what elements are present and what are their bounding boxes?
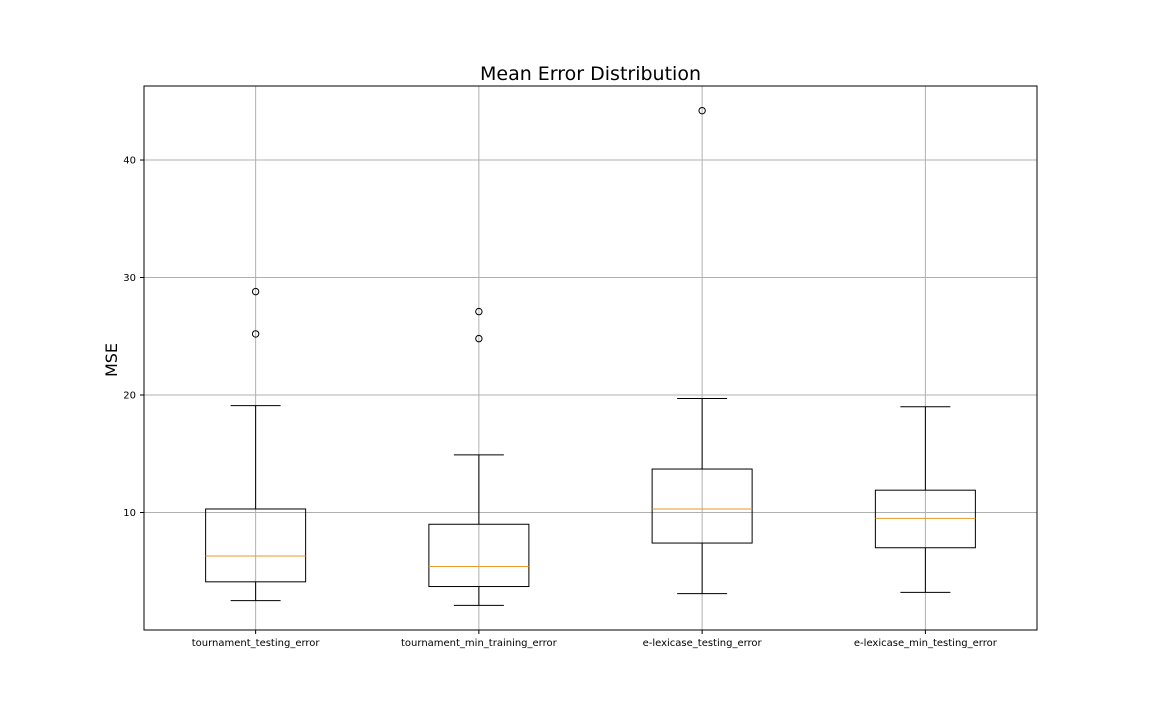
- x-tick-label: tournament_min_training_error: [401, 638, 558, 649]
- outlier-point: [251, 330, 260, 338]
- iqr-box: [874, 489, 976, 549]
- box-group: [205, 287, 307, 602]
- outlier-point: [475, 307, 483, 316]
- outlier-point: [698, 106, 706, 115]
- y-tick-label: 20: [123, 391, 136, 402]
- iqr-box: [428, 523, 530, 588]
- ticks-layer: 10 20 30 40 tournament_testing_error tourname…: [123, 156, 997, 649]
- box-group: [428, 307, 530, 606]
- y-tick-label: 40: [123, 156, 136, 167]
- box-group: [874, 406, 976, 593]
- iqr-box: [205, 508, 307, 583]
- x-tick-label: tournament_testing_error: [192, 638, 321, 649]
- iqr-box: [651, 468, 753, 544]
- y-tick-label: 10: [123, 508, 136, 519]
- y-axis-label: MSE: [102, 343, 121, 377]
- plot-area-frame: [143, 85, 1038, 631]
- chart-title: Mean Error Distribution: [480, 63, 701, 85]
- box-group: [651, 106, 753, 595]
- boxes-layer: [205, 106, 976, 606]
- grid-layer: [144, 86, 1037, 630]
- outlier-point: [251, 287, 260, 296]
- x-tick-label: e-lexicase_min_testing_error: [854, 638, 998, 649]
- outlier-point: [475, 334, 483, 343]
- x-tick-label: e-lexicase_testing_error: [643, 638, 763, 649]
- y-tick-label: 30: [123, 273, 136, 284]
